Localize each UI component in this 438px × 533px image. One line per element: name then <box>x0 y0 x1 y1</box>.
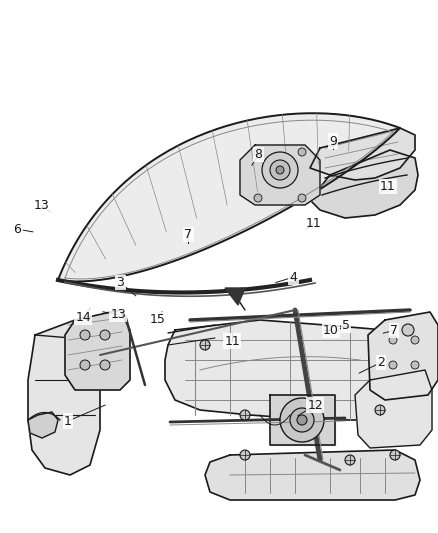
Text: 14: 14 <box>75 311 91 324</box>
Text: 5: 5 <box>342 319 350 332</box>
Polygon shape <box>28 412 58 438</box>
Circle shape <box>389 361 397 369</box>
Text: 11: 11 <box>305 217 321 230</box>
Text: 11: 11 <box>380 180 396 193</box>
Circle shape <box>375 405 385 415</box>
Circle shape <box>100 330 110 340</box>
Circle shape <box>80 330 90 340</box>
Polygon shape <box>240 145 320 205</box>
Circle shape <box>240 450 250 460</box>
Circle shape <box>290 408 314 432</box>
Circle shape <box>389 336 397 344</box>
Circle shape <box>280 398 324 442</box>
Polygon shape <box>225 288 245 305</box>
Text: 7: 7 <box>184 228 192 241</box>
Circle shape <box>276 166 284 174</box>
Text: 7: 7 <box>390 324 398 337</box>
Polygon shape <box>355 370 432 448</box>
Text: 2: 2 <box>377 356 385 369</box>
Polygon shape <box>368 312 438 400</box>
Circle shape <box>262 152 298 188</box>
Circle shape <box>297 415 307 425</box>
Circle shape <box>298 194 306 202</box>
Text: 8: 8 <box>254 148 262 161</box>
Polygon shape <box>165 320 425 420</box>
Text: 12: 12 <box>307 399 323 411</box>
Text: 1: 1 <box>64 415 72 427</box>
Circle shape <box>200 340 210 350</box>
Text: 3: 3 <box>117 276 124 289</box>
Circle shape <box>254 194 262 202</box>
Text: 15: 15 <box>150 313 166 326</box>
Circle shape <box>402 324 414 336</box>
Text: 4: 4 <box>290 271 297 284</box>
Circle shape <box>100 360 110 370</box>
Polygon shape <box>310 150 418 218</box>
Polygon shape <box>58 113 400 281</box>
Circle shape <box>345 455 355 465</box>
Text: 9: 9 <box>329 135 337 148</box>
Polygon shape <box>65 310 130 390</box>
Circle shape <box>298 148 306 156</box>
Polygon shape <box>310 128 415 180</box>
Text: 13: 13 <box>110 308 126 321</box>
Circle shape <box>390 450 400 460</box>
Polygon shape <box>28 320 100 475</box>
Text: 13: 13 <box>34 199 49 212</box>
Text: 11: 11 <box>224 335 240 348</box>
Circle shape <box>240 410 250 420</box>
Circle shape <box>411 361 419 369</box>
Circle shape <box>270 160 290 180</box>
Circle shape <box>254 148 262 156</box>
Circle shape <box>411 336 419 344</box>
Text: 10: 10 <box>323 324 339 337</box>
Circle shape <box>80 360 90 370</box>
Polygon shape <box>270 395 335 445</box>
Text: 6: 6 <box>14 223 21 236</box>
Polygon shape <box>205 450 420 500</box>
